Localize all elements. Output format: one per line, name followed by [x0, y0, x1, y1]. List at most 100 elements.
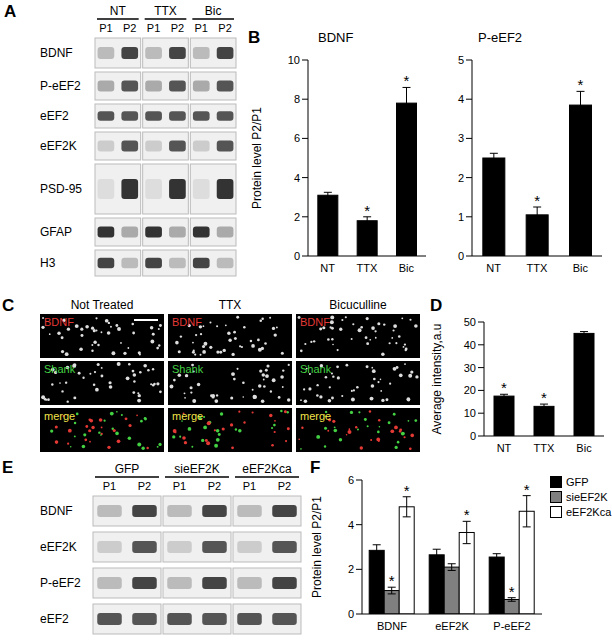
svg-text:6: 6: [348, 474, 354, 486]
svg-text:P2: P2: [123, 22, 136, 34]
html-text:D: D: [430, 296, 443, 315]
html-text:BDNF: BDNF: [318, 30, 354, 45]
svg-text:merge: merge: [44, 410, 75, 422]
svg-text:3: 3: [458, 132, 464, 144]
html-text:P-eEF2: P-eEF2: [478, 30, 523, 45]
svg-text:2: 2: [294, 211, 300, 223]
svg-text:TTX: TTX: [534, 442, 555, 454]
html-text:B: B: [248, 28, 261, 47]
svg-text:P2: P2: [208, 480, 221, 492]
svg-text:0: 0: [458, 250, 464, 262]
svg-text:NT: NT: [110, 4, 127, 18]
svg-text:sieEF2K: sieEF2K: [174, 462, 219, 476]
svg-text:*: *: [404, 72, 410, 89]
html-text:GFP: GFP: [566, 476, 589, 488]
svg-text:P1: P1: [103, 480, 116, 492]
svg-text:4: 4: [294, 172, 300, 184]
svg-text:Bicuculline: Bicuculline: [329, 298, 387, 312]
svg-text:*: *: [534, 192, 540, 209]
svg-text:*: *: [509, 583, 515, 600]
svg-text:*: *: [541, 389, 547, 406]
svg-text:2: 2: [458, 172, 464, 184]
svg-text:BDNF: BDNF: [40, 504, 73, 518]
svg-text:P2: P2: [171, 22, 184, 34]
svg-text:NT: NT: [320, 262, 335, 274]
svg-text:NT: NT: [497, 442, 512, 454]
svg-text:eEF2K: eEF2K: [435, 620, 469, 632]
svg-text:*: *: [389, 572, 395, 589]
html-text:A: A: [4, 2, 17, 21]
svg-text:PSD-95: PSD-95: [40, 182, 82, 196]
svg-text:NT: NT: [486, 262, 501, 274]
svg-text:*: *: [578, 76, 584, 93]
svg-text:50: 50: [464, 316, 476, 328]
svg-text:BDNF: BDNF: [172, 316, 202, 328]
svg-text:eEF2Kca: eEF2Kca: [242, 462, 292, 476]
svg-text:10: 10: [464, 407, 476, 419]
svg-text:P1: P1: [195, 22, 208, 34]
svg-text:*: *: [364, 202, 370, 219]
svg-text:eEF2K: eEF2K: [40, 540, 77, 554]
svg-text:GFAP: GFAP: [40, 225, 72, 239]
svg-text:merge: merge: [300, 410, 331, 422]
html-text:F: F: [310, 458, 321, 477]
svg-text:BDNF: BDNF: [40, 46, 73, 60]
svg-text:Protein level P2/P1: Protein level P2/P1: [310, 496, 324, 598]
html-text:eEF2Kca: eEF2Kca: [566, 506, 612, 518]
svg-text:BDNF: BDNF: [300, 316, 330, 328]
svg-text:Bic: Bic: [399, 262, 415, 274]
svg-text:*: *: [404, 482, 410, 499]
svg-text:0: 0: [294, 250, 300, 262]
svg-text:6: 6: [294, 132, 300, 144]
svg-text:0: 0: [348, 608, 354, 620]
svg-text:40: 40: [464, 339, 476, 351]
svg-text:2: 2: [348, 563, 354, 575]
svg-text:0: 0: [470, 430, 476, 442]
html-text:E: E: [2, 458, 14, 477]
svg-text:eEF2: eEF2: [40, 109, 69, 123]
html-text:C: C: [2, 296, 15, 315]
svg-text:4: 4: [458, 93, 464, 105]
svg-text:Bic: Bic: [573, 262, 589, 274]
svg-text:30: 30: [464, 362, 476, 374]
svg-text:TTX: TTX: [219, 298, 242, 312]
svg-text:TTX: TTX: [154, 4, 177, 18]
svg-text:P-eEF2: P-eEF2: [493, 620, 530, 632]
svg-text:eEF2K: eEF2K: [40, 139, 77, 153]
svg-text:*: *: [464, 506, 470, 523]
svg-text:P-eEF2: P-eEF2: [40, 576, 81, 590]
svg-text:H3: H3: [40, 256, 56, 270]
svg-text:GFP: GFP: [115, 462, 140, 476]
svg-text:TTX: TTX: [357, 262, 378, 274]
svg-text:P1: P1: [173, 480, 186, 492]
svg-text:Shank: Shank: [300, 363, 332, 375]
svg-text:10: 10: [288, 54, 300, 66]
svg-text:20: 20: [464, 384, 476, 396]
svg-text:Average intensity,a.u: Average intensity,a.u: [430, 324, 444, 435]
svg-text:Bic: Bic: [576, 442, 592, 454]
svg-text:P1: P1: [243, 480, 256, 492]
svg-text:P2: P2: [138, 480, 151, 492]
svg-text:P2: P2: [278, 480, 291, 492]
svg-text:TTX: TTX: [527, 262, 548, 274]
svg-text:P2: P2: [218, 22, 231, 34]
svg-text:eEF2: eEF2: [40, 612, 69, 626]
svg-text:4: 4: [348, 519, 354, 531]
svg-text:merge: merge: [172, 410, 203, 422]
svg-text:Not Treated: Not Treated: [71, 298, 134, 312]
svg-text:P-eEF2: P-eEF2: [40, 79, 81, 93]
svg-text:P1: P1: [147, 22, 160, 34]
svg-text:5: 5: [458, 54, 464, 66]
svg-text:P1: P1: [99, 22, 112, 34]
svg-text:*: *: [501, 379, 507, 396]
svg-text:BDNF: BDNF: [44, 316, 74, 328]
svg-text:8: 8: [294, 93, 300, 105]
html-text:sieEF2K: sieEF2K: [566, 491, 608, 503]
svg-text:Bic: Bic: [205, 4, 222, 18]
svg-text:Shank: Shank: [44, 363, 76, 375]
svg-text:*: *: [524, 481, 530, 498]
svg-text:1: 1: [458, 211, 464, 223]
svg-text:Shank: Shank: [172, 363, 204, 375]
svg-text:Protein level P2/P1: Protein level P2/P1: [250, 107, 264, 209]
svg-text:BDNF: BDNF: [377, 620, 407, 632]
